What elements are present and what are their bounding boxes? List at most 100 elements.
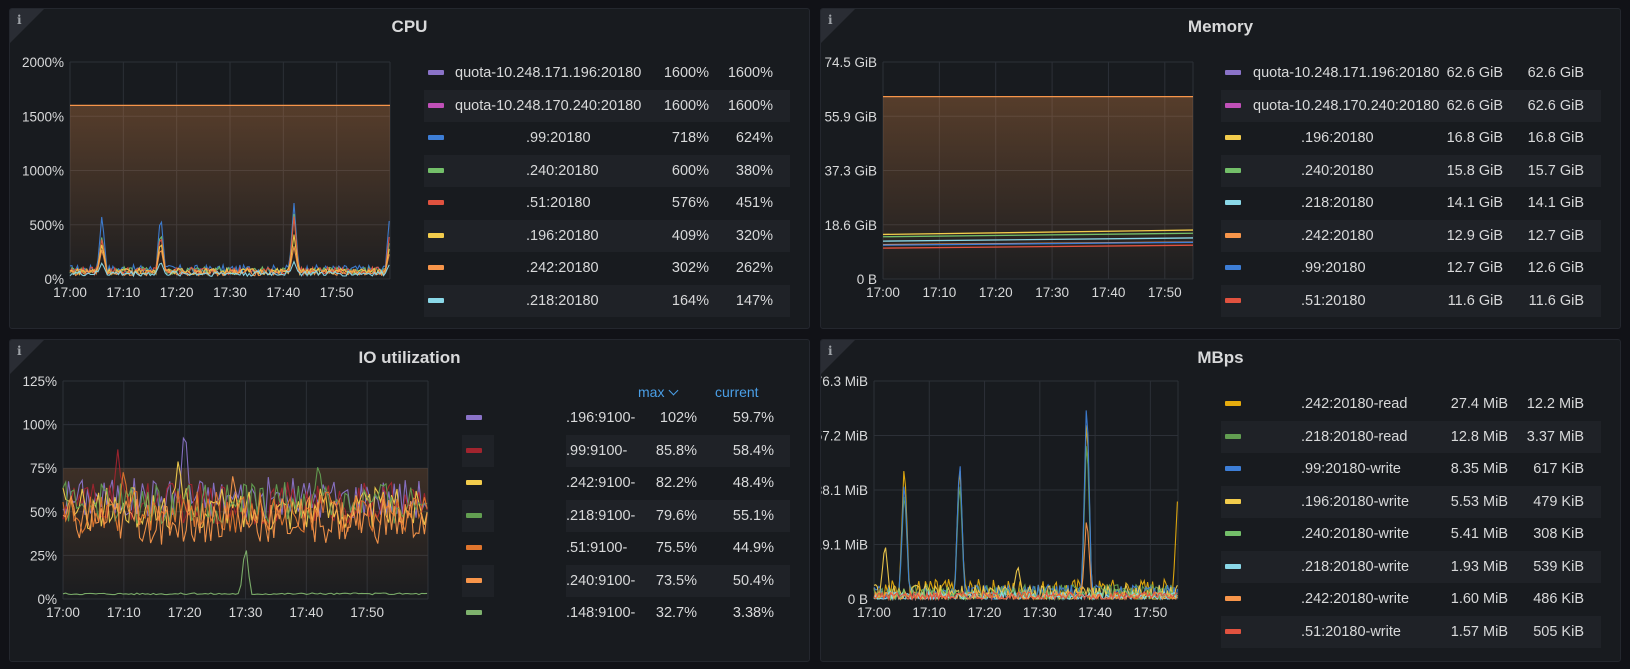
cpu-chart[interactable]: 0% 500% 1000% 1500% 2000% 17:00 17:10 17:20 17:3… <box>10 9 810 329</box>
legend-row[interactable]: quota-10.248.170.240:20180 62.6 GiB 62.6 G… <box>1221 89 1601 122</box>
legend-series-name[interactable]: .218:9100- <box>566 507 636 524</box>
legend-series-name[interactable]: .51:20180-write <box>1301 623 1401 640</box>
legend-row[interactable]: .196:9100- 102% 59.7% <box>462 402 790 435</box>
legend-row[interactable]: .51:20180-write 1.57 MiB 505 KiB <box>1221 615 1601 648</box>
legend-row[interactable]: .196:20180 16.8 GiB 16.8 GiB <box>1221 122 1601 155</box>
legend-color-swatch[interactable] <box>1225 466 1241 471</box>
legend-color-swatch[interactable] <box>466 512 482 518</box>
legend-row[interactable]: quota-10.248.171.196:20180 1600% 1600% <box>424 57 790 90</box>
legend-row[interactable]: .242:20180-write 1.60 MiB 486 KiB <box>1221 583 1601 616</box>
memory-chart[interactable]: 0 B 18.6 GiB 37.3 GiB 55.9 GiB 74.5 GiB 17:00… <box>821 9 1621 329</box>
legend-row[interactable]: .148:9100- 32.7% 3.38% <box>462 597 790 630</box>
legend-color-swatch[interactable] <box>1225 200 1241 205</box>
legend-color-swatch[interactable] <box>466 480 482 485</box>
legend-series-name[interactable]: .240:20180 <box>526 162 599 179</box>
legend-color-swatch[interactable] <box>1225 433 1241 439</box>
legend-series-name[interactable]: .218:20180 <box>526 292 599 309</box>
current-header[interactable]: current <box>715 384 759 400</box>
legend-color-swatch[interactable] <box>466 415 482 420</box>
legend-series-name[interactable]: .99:20180 <box>1301 260 1366 276</box>
legend-row[interactable]: .218:20180 14.1 GiB 14.1 GiB <box>1221 187 1601 220</box>
legend-row[interactable]: .218:9100- 79.6% 55.1% <box>462 499 790 532</box>
legend-row[interactable]: .242:20180-read 27.4 MiB 12.2 MiB <box>1221 388 1601 421</box>
legend-row[interactable]: .51:20180 576% 451% <box>424 187 790 220</box>
legend-series-name[interactable]: .99:9100- <box>566 442 628 459</box>
legend-series-name[interactable]: .218:20180 <box>1301 195 1374 211</box>
info-icon[interactable]: i <box>17 344 22 358</box>
panel-title[interactable]: CPU <box>391 17 428 36</box>
legend-row[interactable]: .196:20180 409% 320% <box>424 219 790 252</box>
legend-row[interactable]: .240:20180 15.8 GiB 15.7 GiB <box>1221 154 1601 187</box>
legend-color-swatch[interactable] <box>1225 135 1241 140</box>
legend-series-name[interactable]: .240:20180 <box>1301 162 1374 179</box>
info-icon[interactable]: i <box>17 13 22 27</box>
legend-row[interactable]: .99:20180 718% 624% <box>424 122 790 155</box>
legend-row[interactable]: quota-10.248.170.240:20180 1600% 1600% <box>424 89 790 122</box>
mbps-chart[interactable]: 0 B 19.1 MiB 38.1 MiB 57.2 MiB 76.3 MiB 17:00… <box>821 340 1621 662</box>
panel-title[interactable]: Memory <box>1187 17 1254 36</box>
legend-color-swatch[interactable] <box>1225 498 1241 504</box>
legend-series-name[interactable]: .99:20180 <box>526 130 591 146</box>
legend-row[interactable]: .99:20180 12.7 GiB 12.6 GiB <box>1221 252 1601 285</box>
legend-row[interactable]: quota-10.248.171.196:20180 62.6 GiB 62.6 G… <box>1221 57 1601 90</box>
legend-color-swatch[interactable] <box>1225 596 1241 601</box>
legend-series-name[interactable]: .240:20180-write <box>1301 526 1410 542</box>
legend-row[interactable]: .218:20180-write 1.93 MiB 539 KiB <box>1221 550 1601 583</box>
io-chart[interactable]: 0% 25% 50% 75% 100% 125% 17:00 17:10 17:20 17:30 1… <box>10 340 810 662</box>
legend-series-name[interactable]: .196:20180 <box>1301 130 1374 146</box>
legend-series-name[interactable]: .218:20180-write <box>1301 558 1410 575</box>
legend-color-swatch[interactable] <box>428 200 444 205</box>
legend-row[interactable]: .51:9100- 75.5% 44.9% <box>462 532 790 565</box>
legend-color-swatch[interactable] <box>1225 297 1241 303</box>
legend-series-name[interactable]: .242:20180 <box>1301 227 1374 244</box>
legend-color-swatch[interactable] <box>428 297 444 303</box>
legend-row[interactable]: .240:9100- 73.5% 50.4% <box>462 564 790 597</box>
legend-color-swatch[interactable] <box>1225 70 1241 75</box>
legend-color-swatch[interactable] <box>1225 401 1241 406</box>
legend-color-swatch[interactable] <box>1225 232 1241 238</box>
legend-series-name[interactable]: .196:20180-write <box>1301 493 1410 510</box>
legend-color-swatch[interactable] <box>428 135 444 140</box>
legend-color-swatch[interactable] <box>1225 563 1241 569</box>
legend-row[interactable]: .99:9100- 85.8% 58.4% <box>462 434 790 467</box>
legend-series-name[interactable]: .242:20180-write <box>1301 591 1410 607</box>
legend-series-name[interactable]: quota-10.248.171.196:20180 <box>455 65 642 81</box>
legend-color-swatch[interactable] <box>428 70 444 75</box>
legend-row[interactable]: .242:9100- 82.2% 48.4% <box>462 467 790 500</box>
legend-row[interactable]: .218:20180 164% 147% <box>424 284 790 317</box>
panel-title[interactable]: MBps <box>1197 348 1244 367</box>
legend-series-name[interactable]: .196:9100- <box>566 410 636 426</box>
legend-series-name[interactable]: quota-10.248.170.240:20180 <box>1253 97 1440 114</box>
legend-series-name[interactable]: quota-10.248.170.240:20180 <box>455 97 642 114</box>
legend-color-swatch[interactable] <box>466 545 482 550</box>
legend-series-name[interactable]: .218:20180-read <box>1301 428 1408 445</box>
legend-series-name[interactable]: .242:20180 <box>526 260 599 276</box>
legend-color-swatch[interactable] <box>1225 167 1241 173</box>
panel-io-utilization[interactable]: i IO utilization 0% 25% 50% 75% 100% 125% 17:0… <box>9 339 810 662</box>
legend-row[interactable]: .196:20180-write 5.53 MiB 479 KiB <box>1221 485 1601 518</box>
info-icon[interactable]: i <box>828 344 833 358</box>
legend-series-name[interactable]: .196:20180 <box>526 227 599 244</box>
legend-color-swatch[interactable] <box>466 610 482 615</box>
legend-row[interactable]: .242:20180 302% 262% <box>424 252 790 285</box>
legend-series-name[interactable]: .51:20180 <box>526 195 591 211</box>
panel-memory[interactable]: i Memory 0 B 18.6 GiB 37.3 GiB 55.9 GiB 74.5… <box>820 8 1621 329</box>
sort-max-header[interactable]: max <box>638 384 679 400</box>
legend-row[interactable]: .242:20180 12.9 GiB 12.7 GiB <box>1221 219 1601 252</box>
legend-row[interactable]: .51:20180 11.6 GiB 11.6 GiB <box>1221 284 1601 317</box>
legend-series-name[interactable]: .51:20180 <box>1301 292 1366 309</box>
legend-row[interactable]: .218:20180-read 12.8 MiB 3.37 MiB <box>1221 420 1601 453</box>
legend-series-name[interactable]: .242:20180-read <box>1301 396 1408 412</box>
panel-mbps[interactable]: i MBps 0 B 19.1 MiB 38.1 MiB 57.2 MiB 76.3 M… <box>820 339 1621 662</box>
legend-color-swatch[interactable] <box>428 167 444 173</box>
legend-series-name[interactable]: .99:20180-write <box>1301 461 1401 477</box>
legend-row[interactable]: .99:20180-write 8.35 MiB 617 KiB <box>1221 453 1601 486</box>
panel-title[interactable]: IO utilization <box>358 348 461 367</box>
legend-series-name[interactable]: quota-10.248.171.196:20180 <box>1253 65 1440 81</box>
legend-color-swatch[interactable] <box>428 232 444 238</box>
legend-color-swatch[interactable] <box>1225 628 1241 634</box>
legend-color-swatch[interactable] <box>1225 265 1241 270</box>
legend-series-name[interactable]: .240:9100- <box>566 572 636 589</box>
legend-series-name[interactable]: .148:9100- <box>566 605 636 621</box>
legend-series-name[interactable]: .242:9100- <box>566 475 636 491</box>
